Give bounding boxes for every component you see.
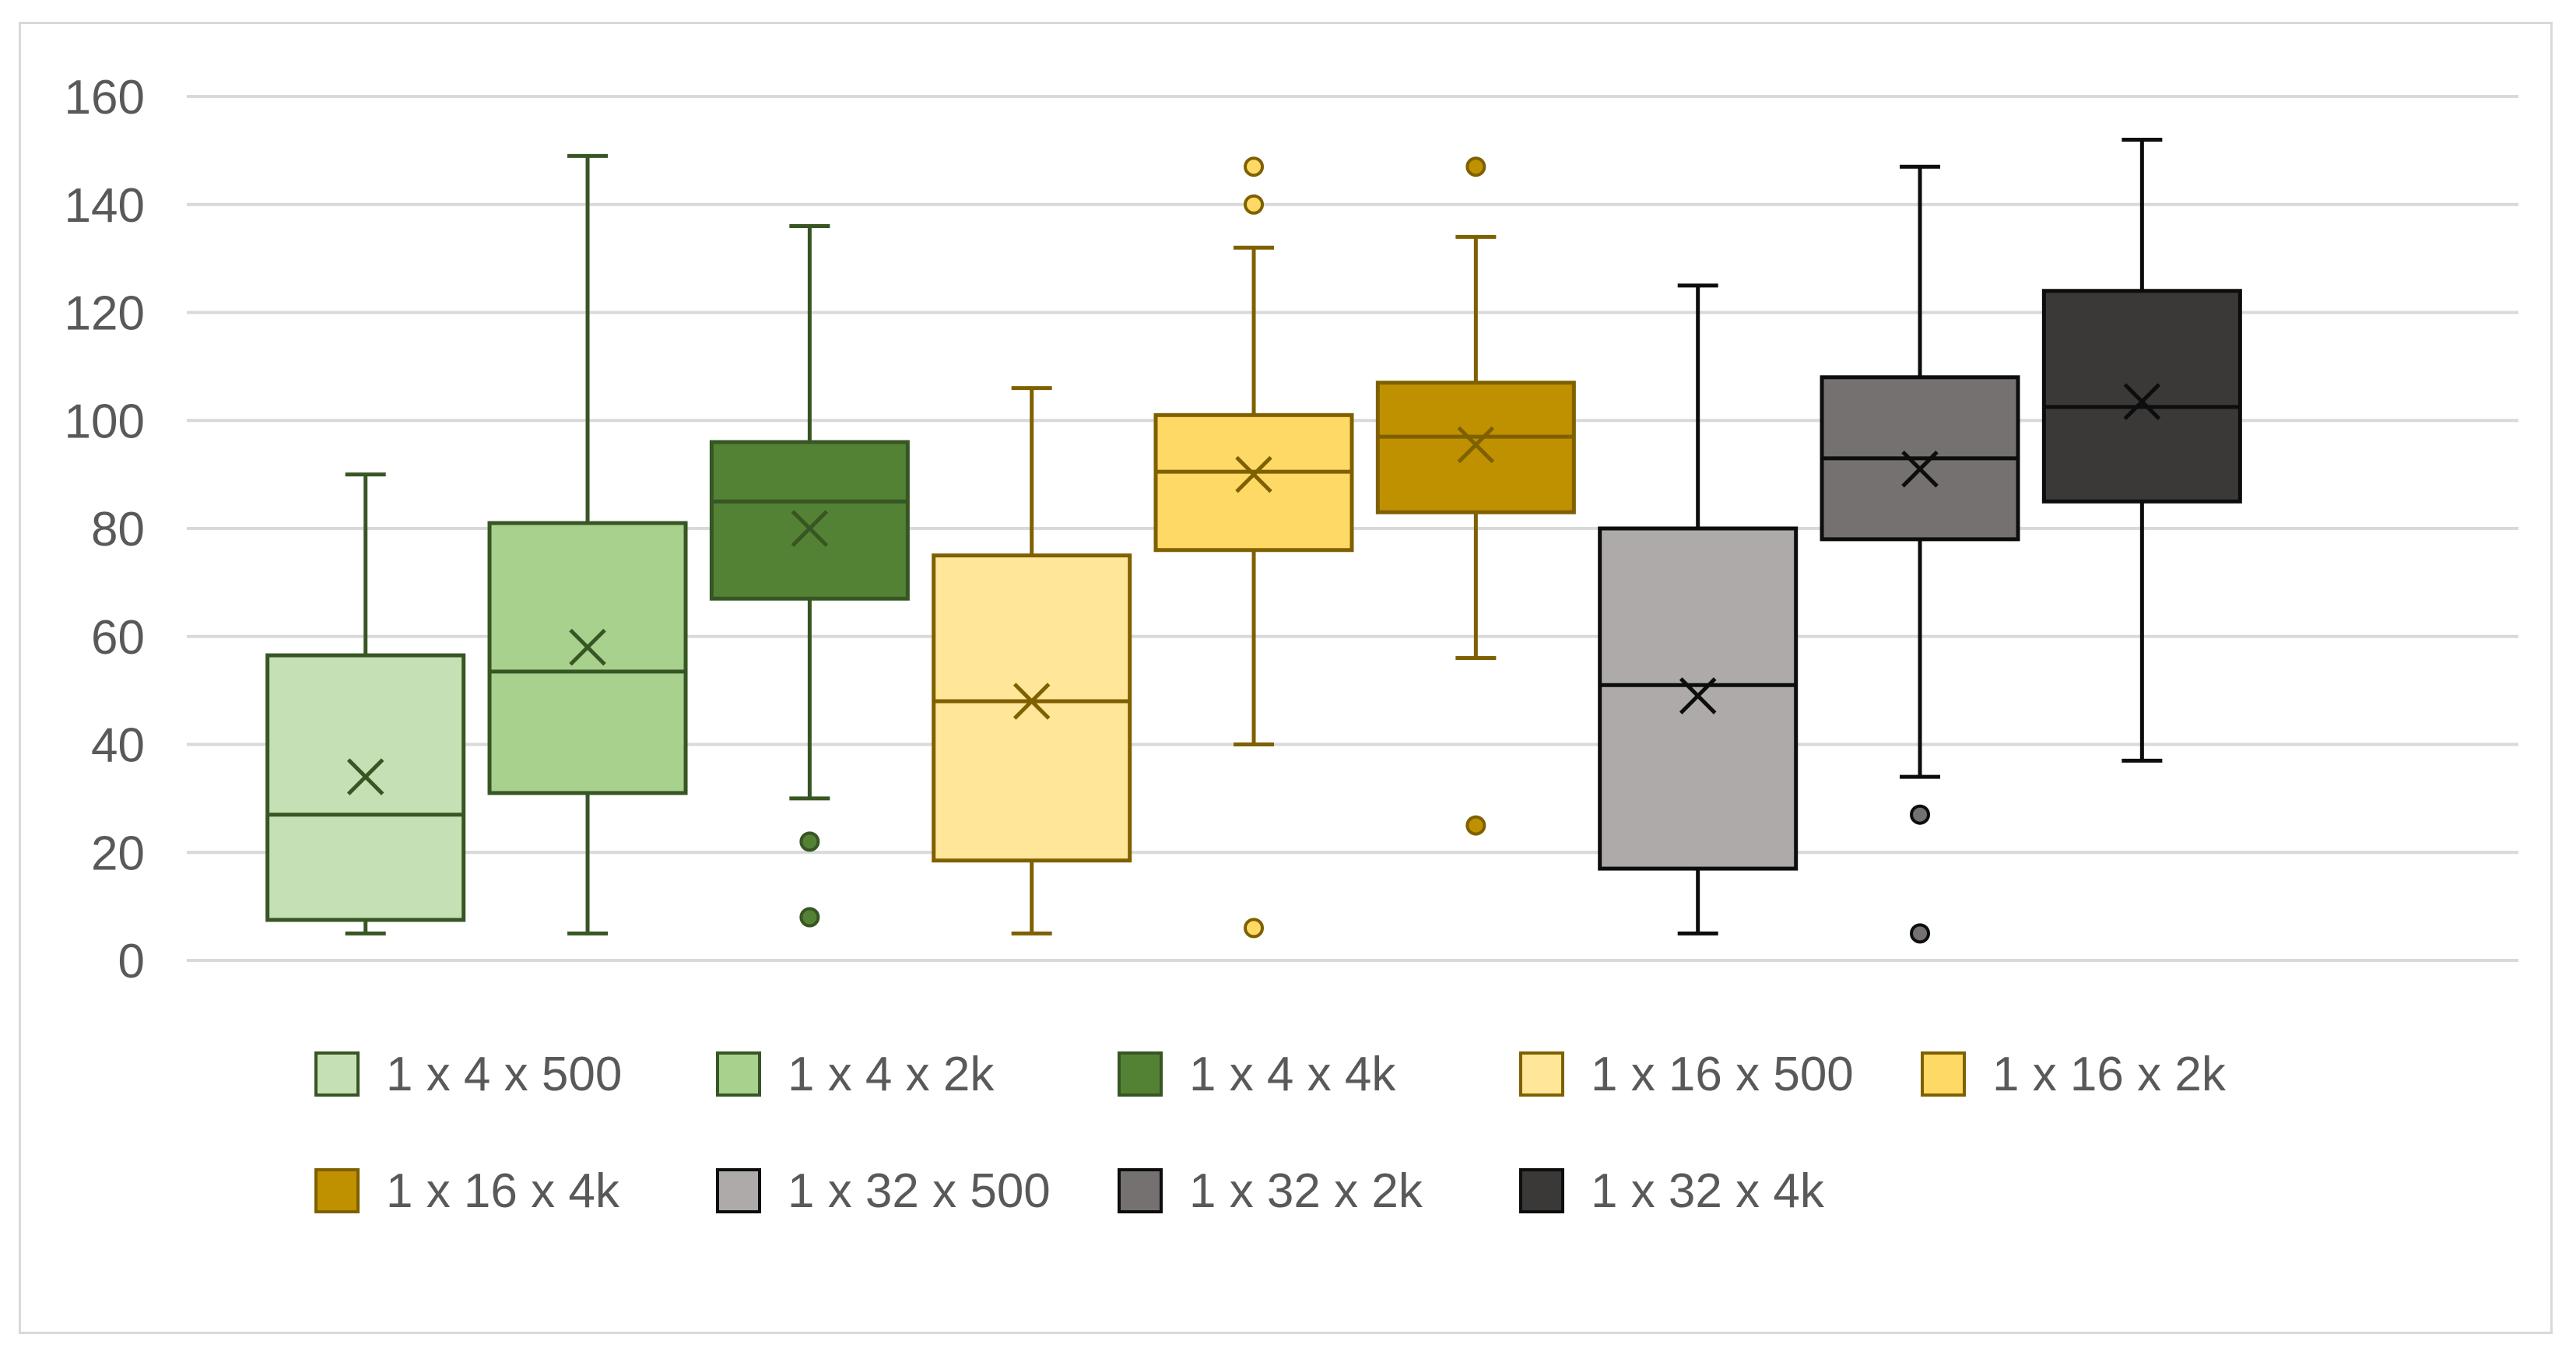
outlier-point <box>1244 918 1265 939</box>
y-tick-label: 140 <box>65 179 145 233</box>
box-4 <box>932 386 1132 935</box>
box-1 <box>265 472 466 935</box>
box-5 <box>1153 156 1354 939</box>
interquartile-box <box>2041 289 2242 504</box>
y-tick-label: 160 <box>65 71 145 125</box>
mean-marker <box>791 510 829 547</box>
box-6 <box>1375 156 1576 836</box>
interquartile-box <box>265 653 466 922</box>
box-9 <box>2041 138 2242 763</box>
y-axis-tick-labels: 0 20 40 60 80 100 120 140 160 <box>65 71 145 988</box>
outlier-point <box>799 831 820 852</box>
box-8 <box>1820 164 2020 944</box>
outlier-point <box>1465 156 1486 177</box>
interquartile-box <box>932 553 1132 863</box>
interquartile-box <box>487 521 688 795</box>
outlier-point <box>1244 194 1265 215</box>
boxes <box>265 138 2242 944</box>
box-3 <box>709 224 910 928</box>
interquartile-box <box>709 440 910 601</box>
y-tick-label: 60 <box>91 611 145 665</box>
y-tick-label: 80 <box>91 503 145 556</box>
interquartile-box <box>1153 412 1354 553</box>
box-2 <box>487 153 688 935</box>
mean-marker <box>569 628 606 666</box>
mean-marker <box>1013 683 1051 720</box>
mean-marker <box>1679 677 1717 714</box>
mean-marker <box>2123 383 2161 420</box>
outlier-point <box>1910 804 1931 825</box>
y-tick-label: 40 <box>91 719 145 773</box>
outlier-point <box>1910 923 1931 944</box>
box-7 <box>1598 283 1799 935</box>
y-tick-label: 100 <box>65 395 145 448</box>
mean-marker <box>1457 426 1495 464</box>
outlier-point <box>799 907 820 928</box>
outlier-point <box>1244 156 1265 177</box>
y-tick-label: 0 <box>118 935 145 988</box>
outlier-point <box>1465 815 1486 836</box>
y-tick-label: 20 <box>91 827 145 880</box>
mean-marker <box>1901 450 1939 488</box>
mean-marker <box>1235 455 1272 493</box>
mean-marker <box>346 758 384 795</box>
y-tick-label: 120 <box>65 287 145 341</box>
